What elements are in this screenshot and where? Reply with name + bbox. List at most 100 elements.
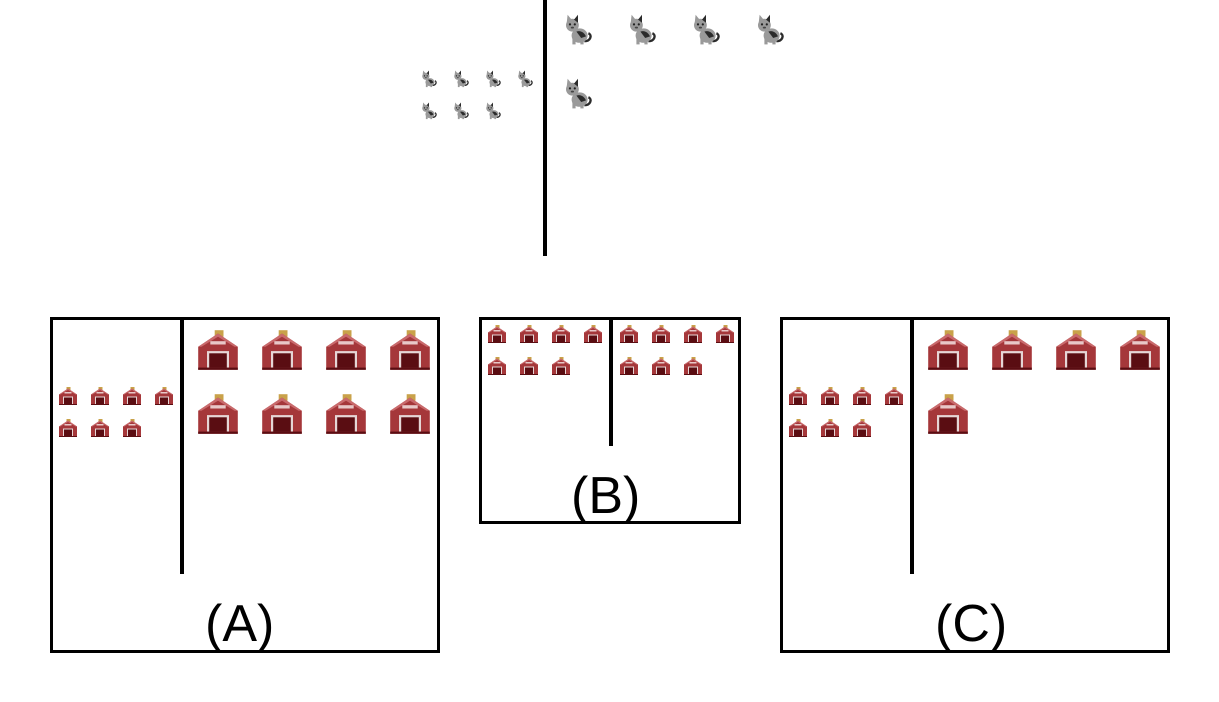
option-c-label: (C) (935, 595, 1008, 653)
icon-slot (487, 356, 507, 376)
icon-slot (551, 324, 571, 344)
barn-icon (520, 325, 538, 343)
barn-icon (789, 387, 807, 405)
cat-icon (566, 14, 592, 45)
barn-icon (652, 325, 670, 343)
icon-slot (820, 418, 840, 438)
cat-icon (694, 14, 720, 45)
icon-slot (1054, 328, 1098, 372)
icon-slot (683, 356, 703, 376)
barn-icon (326, 394, 366, 434)
barn-icon (198, 394, 238, 434)
option-c-box[interactable]: (C) (780, 317, 1170, 653)
barn-icon (620, 357, 638, 375)
option-b-left-group (487, 324, 607, 384)
icon-slot (990, 328, 1034, 372)
icon-slot (820, 386, 840, 406)
cat-icon (486, 70, 501, 88)
option-b-divider (609, 320, 613, 446)
icon-slot (852, 386, 872, 406)
question-right-group (562, 14, 802, 124)
icon-slot (690, 14, 722, 46)
barn-icon (390, 394, 430, 434)
barn-icon (552, 357, 570, 375)
icon-slot (1118, 328, 1162, 372)
option-c-left-group (788, 386, 908, 446)
icon-slot (683, 324, 703, 344)
cat-icon (422, 102, 437, 120)
icon-slot (487, 324, 507, 344)
barn-icon (123, 387, 141, 405)
cat-icon (454, 102, 469, 120)
icon-slot (626, 14, 658, 46)
option-a-right-group (196, 328, 436, 448)
barn-icon (584, 325, 602, 343)
barn-icon (390, 330, 430, 370)
option-c-divider (910, 320, 914, 574)
barn-icon (488, 357, 506, 375)
icon-slot (452, 102, 470, 120)
barn-icon (1056, 330, 1096, 370)
icon-slot (519, 324, 539, 344)
icon-slot (551, 356, 571, 376)
cat-icon (566, 78, 592, 109)
barn-icon (853, 419, 871, 437)
icon-slot (196, 392, 240, 436)
icon-slot (420, 70, 438, 88)
barn-icon (821, 387, 839, 405)
icon-slot (154, 386, 174, 406)
question-left-group (420, 70, 540, 130)
icon-slot (90, 386, 110, 406)
barn-icon (123, 419, 141, 437)
icon-slot (196, 328, 240, 372)
cat-icon (518, 70, 533, 88)
option-b-label: (B) (571, 467, 641, 525)
barn-icon (1120, 330, 1160, 370)
icon-slot (260, 328, 304, 372)
icon-slot (58, 418, 78, 438)
icon-slot (519, 356, 539, 376)
barn-icon (684, 325, 702, 343)
option-a-box[interactable]: (A) (50, 317, 440, 653)
barn-icon (262, 394, 302, 434)
icon-slot (122, 418, 142, 438)
icon-slot (388, 328, 432, 372)
option-b-box[interactable]: (B) (479, 317, 741, 524)
barn-icon (59, 387, 77, 405)
icon-slot (619, 324, 639, 344)
barn-icon (326, 330, 366, 370)
icon-slot (516, 70, 534, 88)
icon-slot (651, 356, 671, 376)
icon-slot (562, 78, 594, 110)
barn-icon (552, 325, 570, 343)
icon-slot (484, 102, 502, 120)
icon-slot (852, 418, 872, 438)
icon-slot (452, 70, 470, 88)
barn-icon (789, 419, 807, 437)
option-a-divider (180, 320, 184, 574)
cat-icon (422, 70, 437, 88)
icon-slot (324, 392, 368, 436)
option-a-label: (A) (205, 595, 275, 653)
barn-icon (928, 330, 968, 370)
icon-slot (884, 386, 904, 406)
cat-icon (630, 14, 656, 45)
icon-slot (420, 102, 438, 120)
barn-icon (853, 387, 871, 405)
barn-icon (59, 419, 77, 437)
barn-icon (928, 394, 968, 434)
icon-slot (58, 386, 78, 406)
barn-icon (821, 419, 839, 437)
barn-icon (488, 325, 506, 343)
option-a-left-group (58, 386, 178, 446)
icon-slot (651, 324, 671, 344)
cat-icon (758, 14, 784, 45)
icon-slot (90, 418, 110, 438)
icon-slot (926, 328, 970, 372)
icon-slot (583, 324, 603, 344)
barn-icon (716, 325, 734, 343)
barn-icon (885, 387, 903, 405)
barn-icon (91, 387, 109, 405)
icon-slot (754, 14, 786, 46)
icon-slot (562, 14, 594, 46)
